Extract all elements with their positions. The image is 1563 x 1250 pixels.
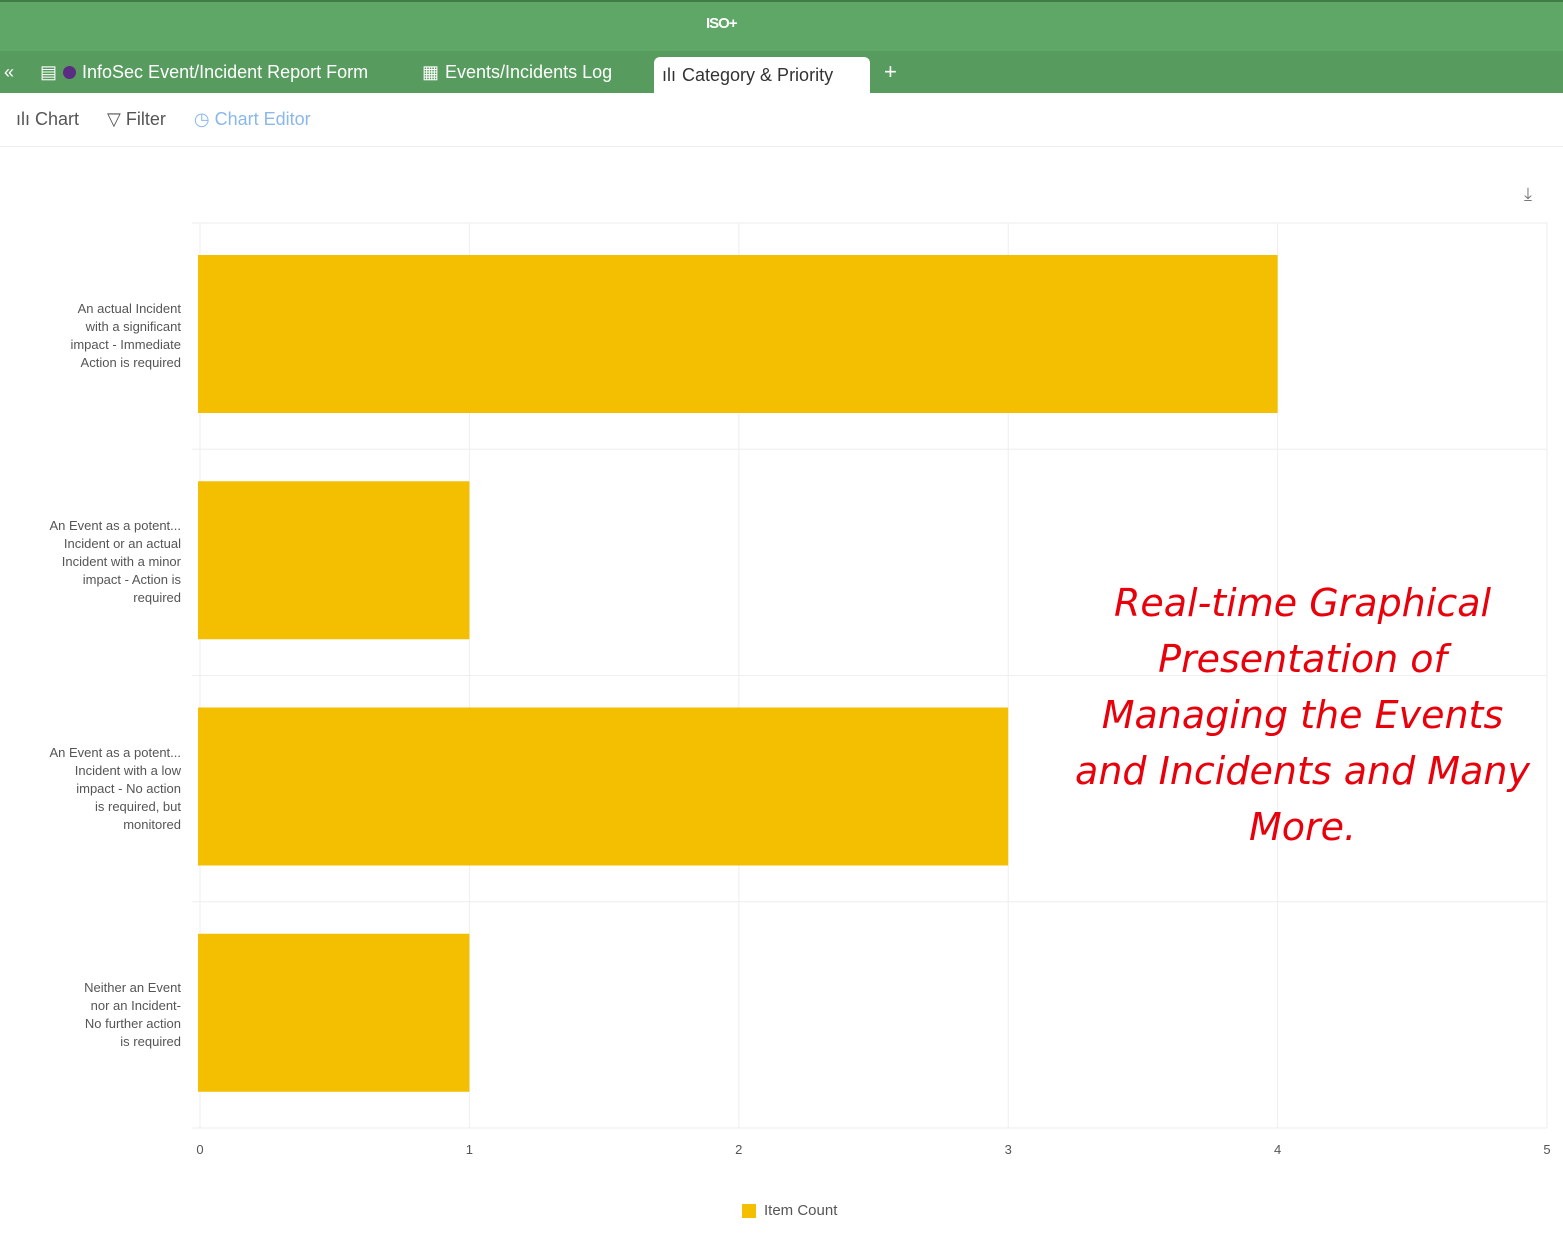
chart-button[interactable]: ılı Chart (16, 109, 79, 130)
pie-chart-icon: ◷ (193, 109, 210, 129)
filter-button[interactable]: ▽ Filter (107, 109, 166, 130)
collapse-icon[interactable]: « (4, 61, 15, 82)
category-label: Neither an Event nor an Incident- No fur… (84, 979, 181, 1049)
grid-icon: ▦ (422, 61, 440, 82)
filter-label: Filter (125, 109, 166, 129)
x-tick-label: 3 (1004, 1142, 1012, 1157)
category-label: An actual Incident with a significant im… (70, 301, 181, 371)
tab-report-form[interactable]: ▤ InfoSec Event/Incident Report Form (40, 51, 368, 93)
legend-label: Item Count (764, 1202, 838, 1219)
x-tick-label: 0 (196, 1142, 204, 1157)
bar-chart-icon: ılı (16, 109, 31, 129)
tab-events-log[interactable]: ▦ Events/Incidents Log (422, 51, 612, 93)
add-tab-button[interactable]: + (884, 59, 897, 84)
chart-editor-label: Chart Editor (214, 109, 311, 129)
tab-category-priority[interactable]: ılı Category & Priority (654, 57, 870, 93)
x-tick-label: 2 (735, 1142, 743, 1157)
chart-editor-button[interactable]: ◷ Chart Editor (194, 109, 311, 130)
app-logo: ISO+ (706, 15, 738, 32)
promo-overlay-text: Real-time Graphical Presentation of Mana… (1075, 581, 1530, 849)
bar (198, 707, 1009, 866)
x-tick-label: 5 (1543, 1142, 1551, 1157)
bar (198, 481, 470, 640)
legend-swatch (742, 1203, 756, 1218)
tab-bar: « ▤ InfoSec Event/Incident Report Form ▦… (0, 51, 1563, 93)
bar (198, 933, 470, 1092)
app-header: ISO+ (0, 0, 1563, 51)
status-dot-icon (63, 65, 77, 79)
tab-label: Category & Priority (682, 64, 834, 85)
legend[interactable]: Item Count (742, 1202, 837, 1219)
download-icon[interactable]: ⤓ (1524, 184, 1532, 204)
form-icon: ▤ (40, 61, 58, 82)
bar (198, 255, 1278, 413)
toolbar: ılı Chart ▽ Filter ◷ Chart Editor (0, 93, 1563, 147)
category-label: An Event as a potent... Incident with a … (49, 744, 181, 832)
chart-label: Chart (35, 109, 80, 129)
tab-label: Events/Incidents Log (445, 61, 613, 82)
filter-icon: ▽ (107, 109, 121, 129)
tab-label: InfoSec Event/Incident Report Form (82, 61, 369, 82)
x-tick-label: 1 (465, 1142, 473, 1157)
bar-chart-icon: ılı (662, 64, 677, 85)
category-label: An Event as a potent... Incident or an a… (49, 518, 181, 606)
x-tick-label: 4 (1273, 1142, 1282, 1157)
